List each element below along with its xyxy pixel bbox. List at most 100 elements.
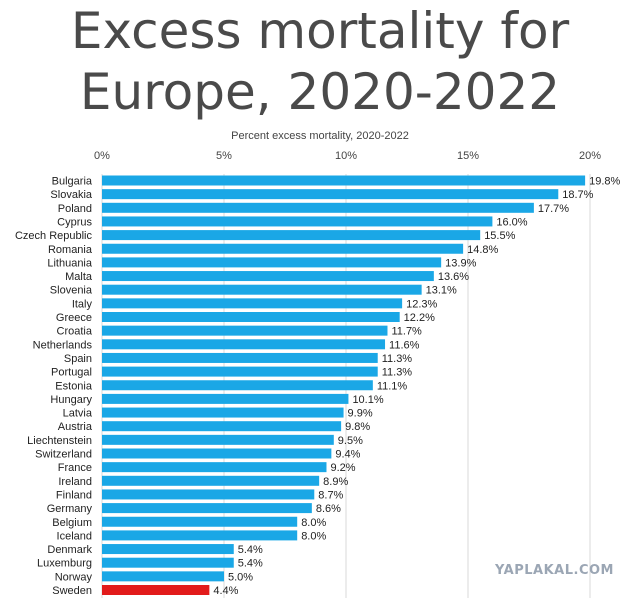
value-label: 13.6% — [438, 271, 469, 283]
bar — [102, 448, 332, 459]
category-label: Austria — [58, 421, 93, 433]
value-label: 9.9% — [348, 408, 373, 420]
bar — [102, 421, 342, 432]
value-label: 9.8% — [345, 421, 370, 433]
value-label: 5.4% — [238, 558, 263, 570]
category-label: Romania — [48, 244, 93, 256]
value-label: 8.9% — [323, 476, 348, 488]
category-label: Latvia — [63, 408, 93, 420]
value-label: 11.1% — [377, 380, 408, 392]
category-label: Lithuania — [47, 257, 93, 269]
value-label: 8.0% — [301, 530, 326, 542]
category-label: Liechtenstein — [27, 435, 92, 447]
category-label: Iceland — [57, 530, 92, 542]
category-label: Denmark — [47, 544, 92, 556]
bar — [102, 434, 334, 445]
bar — [102, 516, 298, 527]
value-label: 13.1% — [426, 285, 457, 297]
bar — [102, 312, 400, 322]
bar — [102, 407, 344, 418]
category-label: Estonia — [55, 380, 93, 392]
category-label: Ireland — [58, 476, 92, 488]
value-label: 5.4% — [238, 544, 263, 556]
category-label: Bulgaria — [52, 176, 93, 188]
bar — [102, 284, 422, 295]
value-label: 10.1% — [352, 394, 383, 406]
bar — [102, 475, 320, 486]
value-label: 9.4% — [335, 449, 360, 461]
bar — [102, 503, 312, 514]
chart-title-line-1: Excess mortality for — [70, 2, 570, 60]
category-label: Hungary — [50, 394, 92, 406]
value-label: 18.7% — [562, 189, 593, 201]
category-label: Slovenia — [50, 285, 93, 297]
value-label: 12.2% — [404, 312, 435, 324]
bar — [102, 271, 434, 282]
bar — [102, 393, 349, 404]
bar — [102, 544, 234, 555]
category-label: Greece — [56, 312, 92, 324]
category-label: Norway — [55, 571, 93, 583]
value-label: 4.4% — [213, 585, 238, 597]
bar — [102, 571, 224, 582]
bar — [102, 175, 586, 186]
value-label: 14.8% — [467, 244, 498, 256]
category-label: Sweden — [52, 585, 92, 597]
value-label: 17.7% — [538, 203, 569, 215]
category-label: Netherlands — [33, 339, 93, 351]
bar — [102, 257, 442, 268]
chart-title-line-2: Europe, 2020-2022 — [79, 63, 561, 121]
bar — [102, 366, 378, 377]
category-label: Germany — [47, 503, 93, 515]
bar — [102, 489, 315, 500]
value-label: 11.3% — [382, 353, 413, 365]
value-label: 9.5% — [338, 435, 363, 447]
bar — [102, 380, 373, 391]
category-label: Croatia — [57, 326, 93, 338]
bar — [102, 325, 388, 336]
watermark: YAPLAKAL.COM — [495, 563, 614, 578]
category-label: Luxemburg — [37, 558, 92, 570]
bar — [102, 216, 493, 227]
category-label: Switzerland — [35, 449, 92, 461]
bar — [102, 557, 234, 568]
category-label: Portugal — [51, 367, 92, 379]
bar — [102, 298, 403, 309]
category-label: Italy — [72, 298, 93, 310]
value-label: 8.7% — [318, 489, 343, 501]
bar — [102, 585, 210, 595]
bar — [102, 462, 327, 473]
category-label: Czech Republic — [15, 230, 93, 242]
value-label: 11.7% — [391, 326, 422, 338]
bar — [102, 230, 481, 241]
value-label: 9.2% — [330, 462, 355, 474]
x-tick-label: 10% — [335, 150, 357, 162]
category-label: Slovakia — [50, 189, 92, 201]
x-tick-label: 5% — [216, 150, 232, 162]
category-label: Finland — [56, 489, 92, 501]
category-label: Malta — [65, 271, 93, 283]
value-label: 13.9% — [445, 257, 476, 269]
bar — [102, 339, 386, 350]
x-tick-label: 15% — [457, 150, 479, 162]
category-label: France — [58, 462, 92, 474]
value-label: 8.6% — [316, 503, 341, 515]
bar — [102, 352, 378, 363]
value-label: 8.0% — [301, 517, 326, 529]
bar — [102, 202, 534, 213]
x-tick-label: 0% — [94, 150, 110, 162]
x-tick-label: 20% — [579, 150, 601, 162]
value-label: 15.5% — [484, 230, 515, 242]
bar — [102, 243, 464, 254]
category-label: Belgium — [52, 517, 92, 529]
value-label: 11.3% — [382, 367, 413, 379]
category-label: Poland — [58, 203, 92, 215]
value-label: 5.0% — [228, 571, 253, 583]
value-label: 16.0% — [496, 216, 527, 228]
bar — [102, 530, 298, 541]
category-label: Spain — [64, 353, 92, 365]
value-label: 11.6% — [389, 339, 420, 351]
value-label: 12.3% — [406, 298, 437, 310]
bar — [102, 189, 559, 200]
